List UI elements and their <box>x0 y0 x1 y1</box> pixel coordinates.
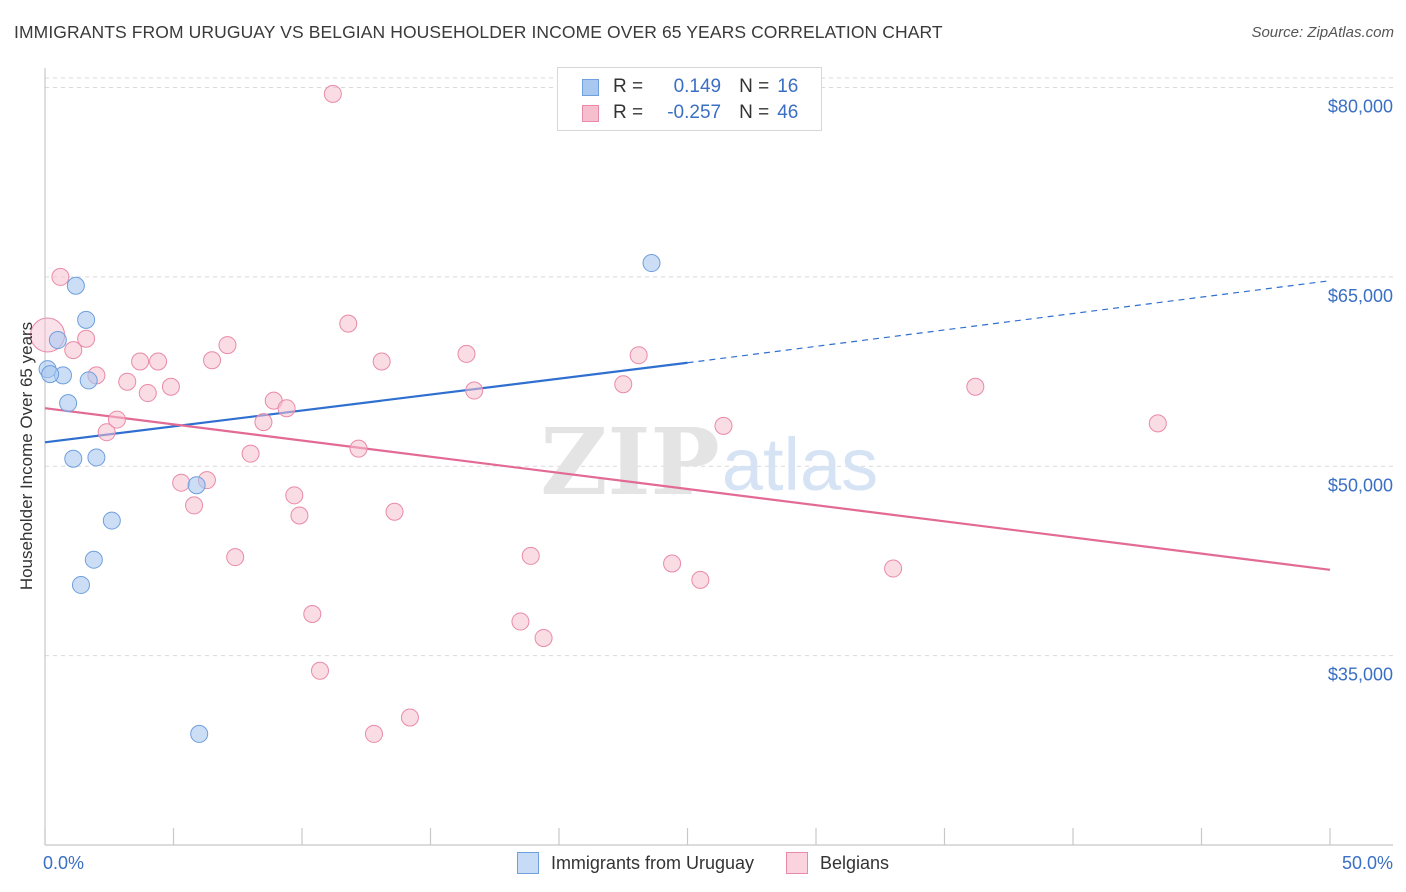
point-belgians <box>285 486 304 505</box>
point-uruguay <box>41 365 60 384</box>
legend-item-belgians: Belgians <box>786 852 889 874</box>
point-belgians <box>966 377 985 396</box>
trend-lines <box>44 280 1331 571</box>
point-belgians <box>51 267 70 286</box>
legend-r-value: 0.149 <box>673 76 722 97</box>
point-belgians <box>241 444 260 463</box>
axes <box>44 68 1393 846</box>
series-legend: Immigrants from Uruguay Belgians <box>0 852 1406 874</box>
legend-n-label: N = <box>739 102 770 123</box>
data-points <box>30 84 1167 743</box>
point-belgians <box>663 554 682 573</box>
point-uruguay <box>102 511 121 530</box>
point-uruguay <box>190 724 209 743</box>
point-belgians <box>629 346 648 365</box>
point-uruguay <box>64 449 83 468</box>
point-uruguay <box>187 476 206 495</box>
point-belgians <box>385 502 404 521</box>
y-tick-label: $50,000 <box>1328 475 1393 495</box>
legend-n-label: N = <box>739 76 770 97</box>
watermark-atlas: atlas <box>722 423 878 506</box>
source-credit: Source: ZipAtlas.com <box>1251 24 1394 41</box>
y-tick-label: $65,000 <box>1328 286 1393 306</box>
watermark-zip: ZIP <box>540 408 719 516</box>
point-uruguay <box>79 371 98 390</box>
y-tick-label: $80,000 <box>1328 97 1393 117</box>
point-belgians <box>97 423 116 442</box>
point-belgians <box>339 314 358 333</box>
trend-line-uruguay <box>44 361 688 444</box>
point-belgians <box>714 416 733 435</box>
legend-n-value: 46 <box>777 102 799 123</box>
x-tick-labels: 0.0% 50.0% <box>43 853 1393 873</box>
point-belgians <box>118 372 137 391</box>
point-belgians <box>226 548 245 567</box>
point-belgians <box>372 352 391 371</box>
chart-title: IMMIGRANTS FROM URUGUAY VS BELGIAN HOUSE… <box>14 22 943 42</box>
point-belgians <box>161 377 180 396</box>
point-uruguay <box>59 394 78 413</box>
point-belgians <box>534 628 553 647</box>
point-belgians <box>290 506 309 525</box>
point-belgians <box>77 329 96 348</box>
point-belgians <box>107 410 126 429</box>
x-tick-label-max: 50.0% <box>1342 853 1393 873</box>
grid-lines <box>45 77 1393 657</box>
legend-swatch-pink <box>582 104 599 122</box>
legend-swatch-blue <box>516 852 539 874</box>
point-belgians <box>172 473 191 492</box>
point-belgians <box>185 496 204 515</box>
legend-row-belgians: R = -0.257 N = 46 <box>582 101 798 125</box>
watermark: ZIP atlas <box>540 408 878 516</box>
point-belgians <box>1148 414 1167 433</box>
point-belgians <box>884 559 903 578</box>
point-uruguay <box>66 276 85 295</box>
legend-label-belgians: Belgians <box>820 852 890 873</box>
legend-r-label: R = <box>613 76 644 97</box>
point-belgians <box>323 84 342 103</box>
point-belgians <box>310 661 329 680</box>
legend-swatch-pink <box>786 852 808 874</box>
legend-swatch-blue <box>582 78 599 96</box>
legend-n-value: 16 <box>777 76 799 97</box>
point-belgians <box>364 724 383 743</box>
point-belgians <box>457 344 476 363</box>
point-uruguay <box>87 448 106 467</box>
legend-item-uruguay: Immigrants from Uruguay <box>516 852 754 874</box>
point-belgians <box>511 612 530 631</box>
point-belgians <box>64 341 83 360</box>
point-belgians <box>277 399 296 418</box>
point-belgians <box>254 413 273 432</box>
point-uruguay <box>71 575 90 594</box>
point-belgians <box>303 604 322 623</box>
point-belgians <box>218 336 237 355</box>
legend-r-value: -0.257 <box>667 102 722 123</box>
point-uruguay <box>642 254 661 273</box>
point-belgians <box>203 351 222 370</box>
y-tick-label: $35,000 <box>1328 665 1393 685</box>
x-tick-label-min: 0.0% <box>43 853 84 873</box>
point-belgians <box>349 439 368 458</box>
correlation-legend: R = 0.149 N = 16 R = -0.257 N = 46 <box>557 67 822 131</box>
point-belgians <box>691 570 710 589</box>
point-belgians <box>465 381 484 400</box>
point-uruguay <box>48 331 67 350</box>
point-belgians <box>138 384 157 403</box>
point-uruguay <box>77 310 96 329</box>
y-tick-labels: $35,000 $50,000 $65,000 $80,000 <box>1328 97 1393 685</box>
trend-line-uruguay-projection <box>687 280 1331 364</box>
point-belgians <box>614 375 633 394</box>
point-belgians <box>521 546 540 565</box>
legend-r-label: R = <box>613 102 644 123</box>
point-belgians <box>149 352 168 371</box>
trend-line-belgians <box>44 407 1331 571</box>
y-axis-label: Householder Income Over 65 years <box>17 322 36 590</box>
point-belgians <box>400 708 419 727</box>
legend-label-uruguay: Immigrants from Uruguay <box>550 852 754 873</box>
legend-row-uruguay: R = 0.149 N = 16 <box>582 75 798 99</box>
point-uruguay <box>84 550 103 569</box>
point-belgians <box>131 352 150 371</box>
